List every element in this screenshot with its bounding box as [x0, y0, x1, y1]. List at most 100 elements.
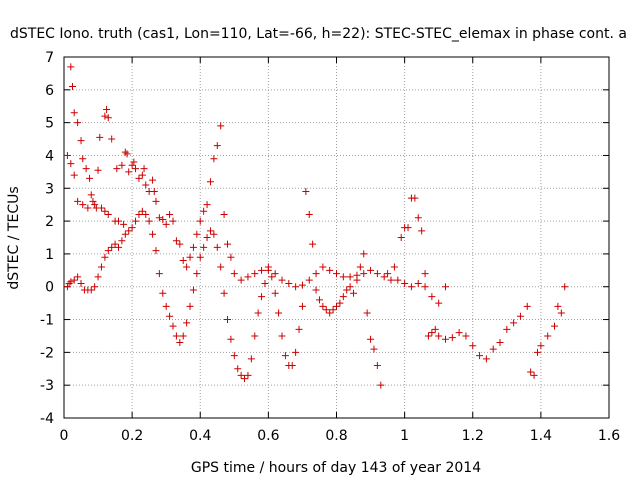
- data-point: [373, 270, 381, 278]
- axis-ticks: 0 0.2 0.4 0.6 0.8 1 1.2 1.4 1.6 -4 -3 -2 -1 0 1 2 3 4 5 6 7: [40, 50, 620, 444]
- y-tick-label: -3: [40, 378, 54, 394]
- data-point: [329, 306, 337, 314]
- data-point: [179, 332, 187, 340]
- data-point: [101, 207, 109, 215]
- x-tick-label: 0.4: [189, 428, 211, 444]
- data-point: [561, 283, 569, 291]
- data-point: [247, 355, 255, 363]
- data-point: [94, 273, 102, 281]
- data-point: [394, 276, 402, 284]
- x-tick-label: 1.6: [598, 428, 620, 444]
- data-point: [237, 276, 245, 284]
- data-point: [65, 279, 73, 287]
- data-point: [414, 279, 422, 287]
- data-point: [319, 263, 327, 271]
- data-point: [339, 293, 347, 301]
- data-point: [258, 293, 266, 301]
- data-point: [140, 165, 148, 173]
- data-point: [121, 148, 129, 156]
- data-point: [169, 217, 177, 225]
- data-point: [70, 109, 78, 117]
- data-point: [356, 263, 364, 271]
- data-point: [189, 286, 197, 294]
- data-point: [380, 273, 388, 281]
- data-point: [113, 165, 121, 173]
- data-point: [401, 279, 409, 287]
- data-point: [414, 214, 422, 222]
- data-point: [193, 270, 201, 278]
- data-point: [70, 276, 78, 284]
- data-point: [169, 322, 177, 330]
- data-point: [302, 188, 310, 196]
- data-point: [261, 279, 269, 287]
- x-tick-label: 0.2: [121, 428, 143, 444]
- data-point: [346, 273, 354, 281]
- data-point: [155, 270, 163, 278]
- data-point: [377, 381, 385, 389]
- y-tick-label: 7: [45, 50, 54, 66]
- data-point: [315, 296, 323, 304]
- data-point: [125, 168, 133, 176]
- data-point: [150, 188, 158, 196]
- data-point: [224, 240, 231, 248]
- data-point: [149, 230, 157, 238]
- data-point: [135, 211, 143, 219]
- data-point: [264, 266, 272, 274]
- data-point: [79, 155, 87, 163]
- data-point: [69, 83, 77, 91]
- data-point: [435, 332, 443, 340]
- data-point: [353, 276, 361, 284]
- data-point: [397, 234, 405, 241]
- y-tick-label: 6: [45, 83, 54, 99]
- data-point: [424, 332, 432, 340]
- data-point: [258, 266, 266, 274]
- data-point: [418, 227, 426, 235]
- data-point: [213, 243, 221, 251]
- data-point: [203, 201, 211, 209]
- data-point: [224, 316, 231, 324]
- data-point: [125, 227, 133, 235]
- data-point: [271, 270, 279, 278]
- data-point: [128, 224, 136, 232]
- data-point: [104, 114, 112, 122]
- data-point: [203, 234, 211, 241]
- y-tick-label: 3: [45, 181, 54, 197]
- x-tick-label: 1.2: [462, 428, 484, 444]
- data-point: [360, 270, 368, 278]
- data-point: [551, 322, 558, 330]
- data-point: [63, 151, 71, 159]
- data-point: [336, 299, 344, 307]
- data-point: [115, 243, 122, 251]
- data-point: [74, 119, 82, 127]
- data-point: [326, 309, 334, 317]
- data-point: [183, 263, 191, 271]
- data-point: [179, 256, 187, 264]
- data-point: [309, 240, 317, 248]
- y-axis-title: dSTEC / TECUs: [6, 186, 22, 289]
- data-point: [138, 171, 146, 179]
- data-point: [200, 207, 208, 215]
- data-point: [384, 270, 392, 278]
- data-point: [108, 243, 116, 251]
- data-point: [442, 335, 449, 343]
- x-axis-title: GPS time / hours of day 143 of year 2014: [191, 460, 481, 476]
- data-point: [275, 309, 283, 317]
- data-point: [411, 194, 419, 202]
- data-point: [130, 158, 138, 166]
- data-point: [298, 281, 306, 289]
- data-point: [343, 286, 351, 294]
- data-point: [312, 286, 320, 294]
- data-point: [305, 276, 313, 284]
- data-point: [79, 201, 87, 209]
- data-point: [462, 332, 470, 340]
- data-point: [142, 211, 150, 219]
- data-point: [448, 334, 456, 342]
- data-point: [431, 325, 439, 333]
- data-point: [206, 178, 214, 186]
- y-tick-label: 5: [45, 116, 54, 132]
- data-point: [220, 289, 228, 297]
- data-point: [118, 161, 126, 169]
- y-tick-label: 0: [45, 280, 54, 296]
- data-point: [298, 302, 306, 310]
- data-point: [118, 237, 126, 245]
